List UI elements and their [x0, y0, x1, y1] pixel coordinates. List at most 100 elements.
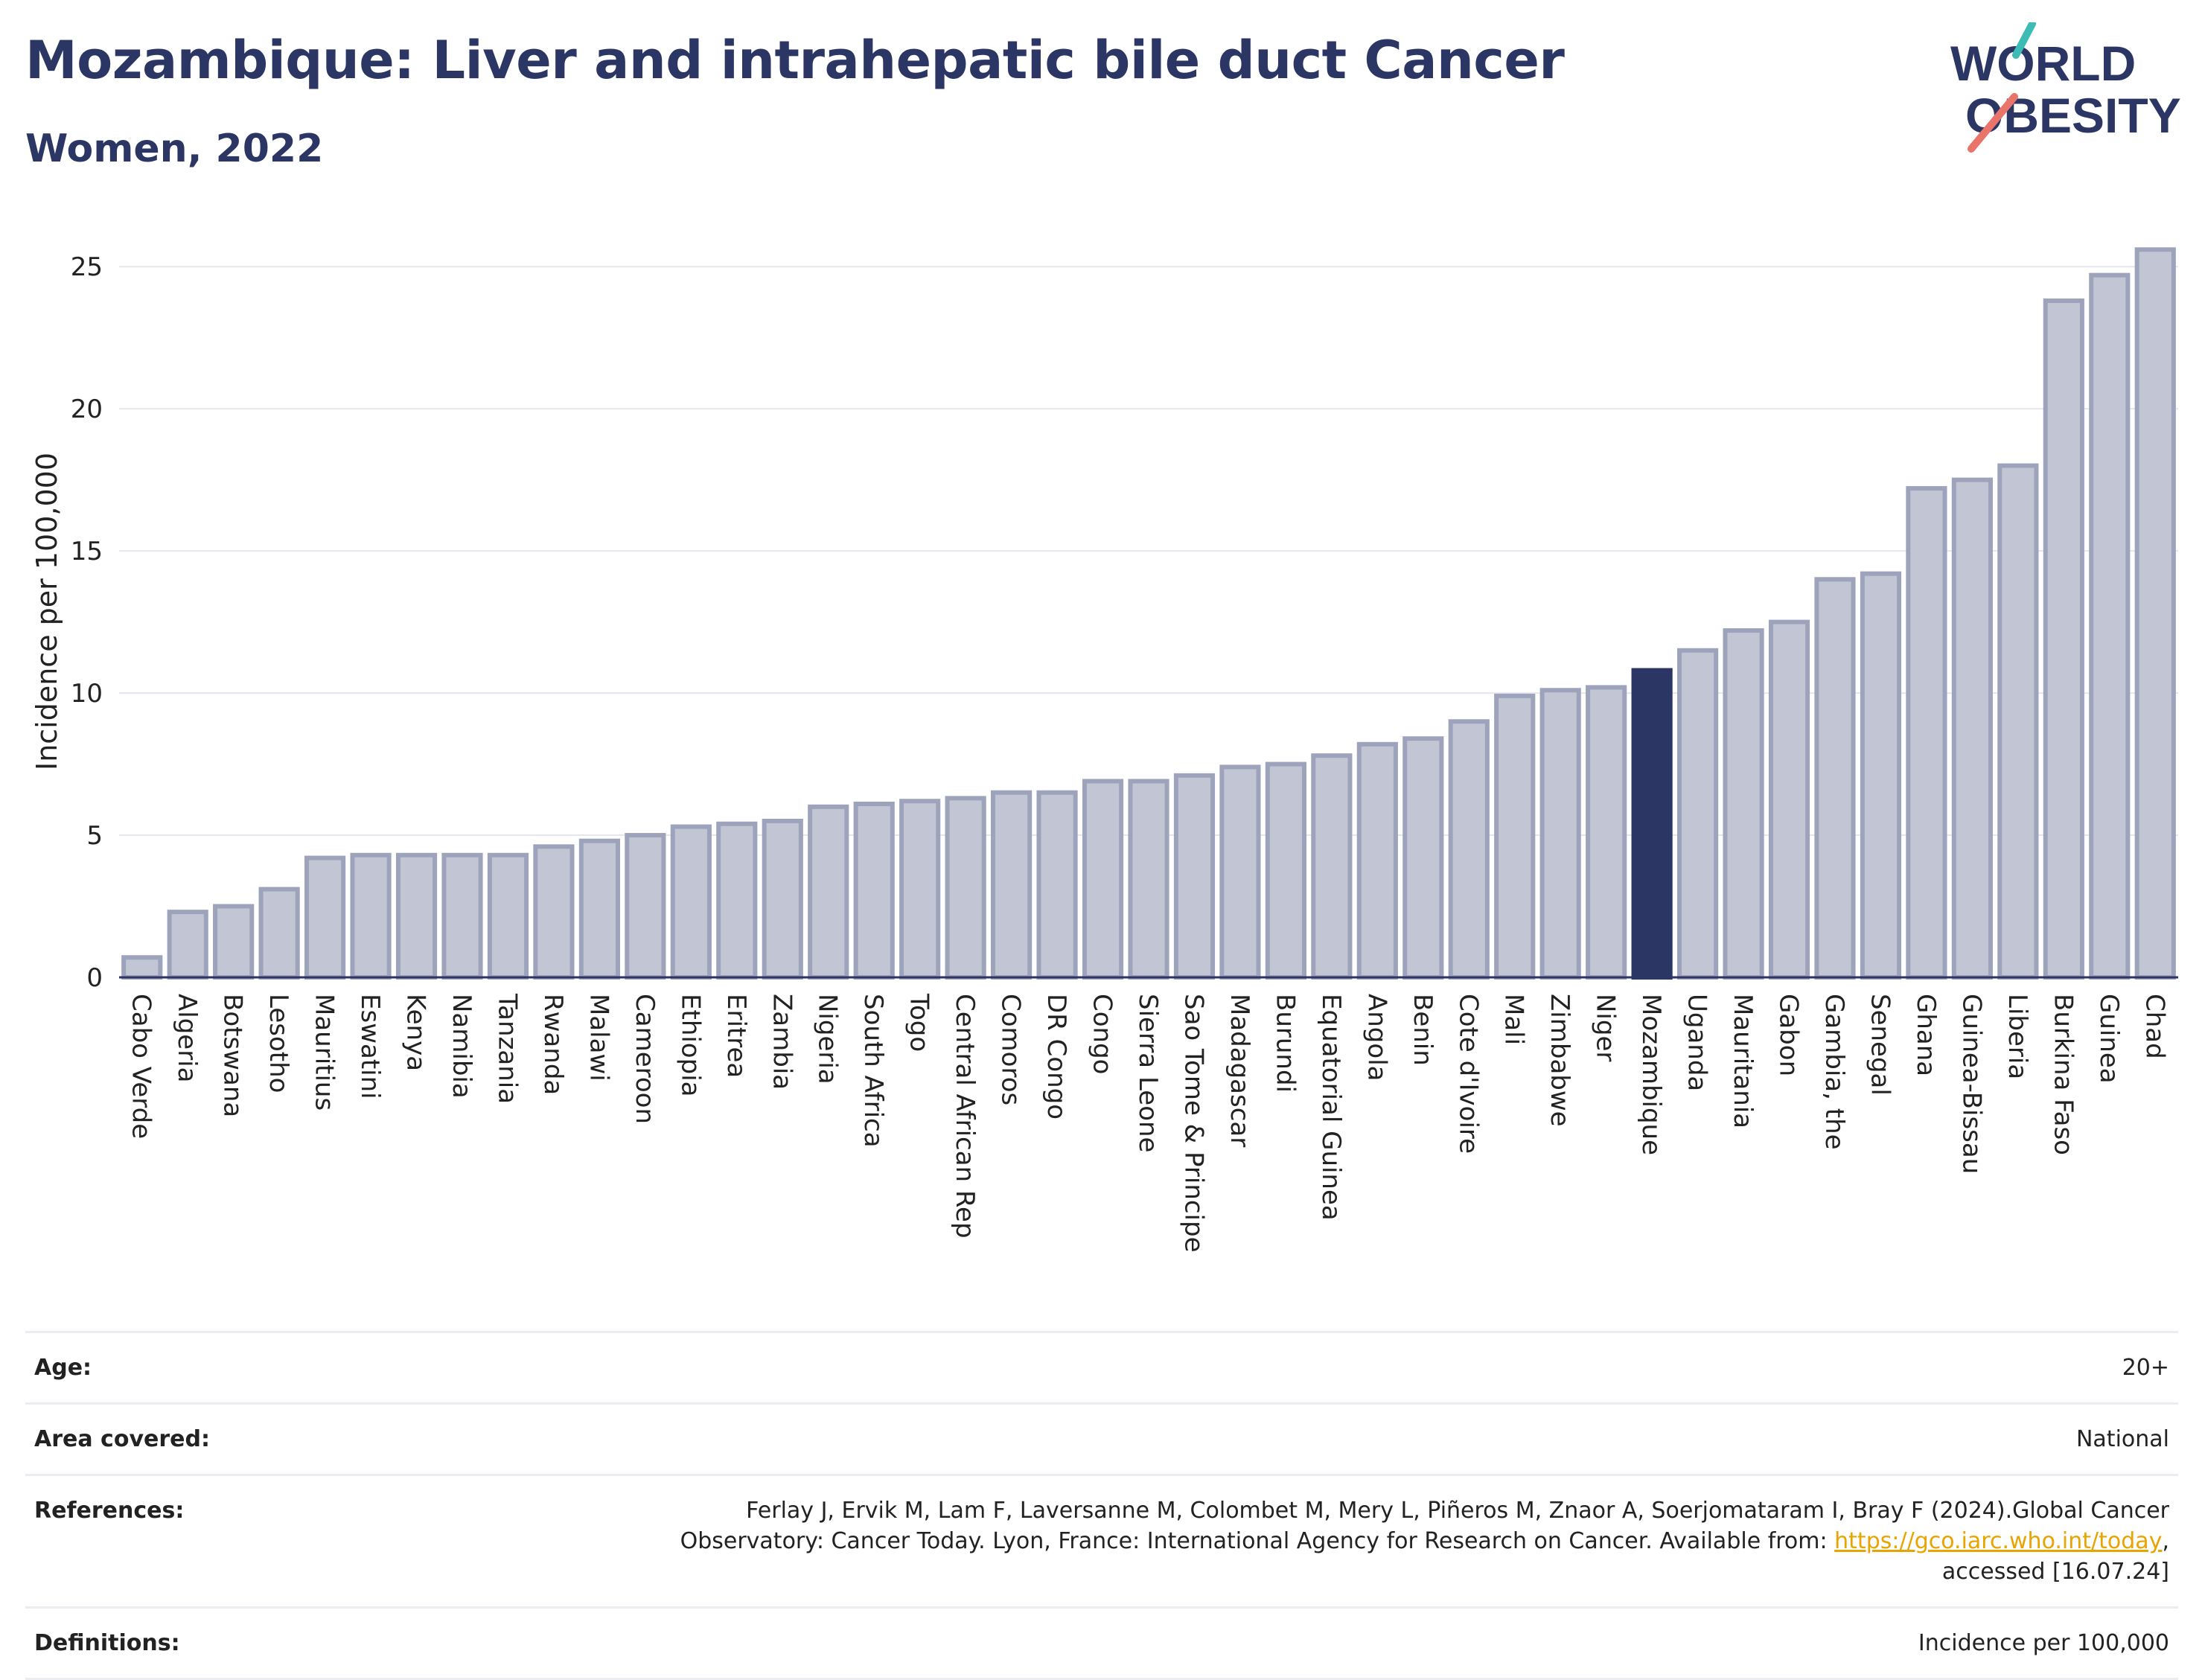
- bar-dr-congo: [1036, 790, 1078, 980]
- x-tick-label: Benin: [1408, 994, 1437, 1066]
- bar-uganda: [1677, 648, 1719, 980]
- x-tick-label: Sierra Leone: [1133, 994, 1163, 1152]
- y-tick-label: 20: [71, 395, 103, 424]
- bar-gambia-the: [1814, 577, 1856, 980]
- meta-row-area: Area covered: National: [25, 1402, 2178, 1474]
- meta-area-label: Area covered:: [34, 1426, 210, 1452]
- x-tick-label: Guinea: [2094, 994, 2124, 1084]
- x-tick-label: Ghana: [1911, 994, 1941, 1076]
- x-tick-label: Cabo Verde: [127, 994, 156, 1139]
- x-tick-label: Mauritius: [310, 994, 339, 1111]
- x-tick-label: Zimbabwe: [1545, 994, 1574, 1127]
- logo-text-line1: WORLD: [1950, 36, 2136, 91]
- meta-age-label: Age:: [34, 1355, 92, 1381]
- x-tick-label: Kenya: [401, 994, 431, 1071]
- bar-sao-tome-principe: [1173, 773, 1216, 980]
- meta-definitions-value: Incidence per 100,000: [1918, 1630, 2169, 1656]
- x-tick-label: Equatorial Guinea: [1316, 994, 1346, 1221]
- x-tick-label: Central African Rep: [950, 994, 980, 1239]
- x-tick-label: Eswatini: [355, 994, 385, 1099]
- bar-chad: [2134, 247, 2176, 980]
- bar-algeria: [167, 910, 208, 980]
- x-tick-label: Gambia, the: [1819, 994, 1849, 1150]
- page-subtitle: Women, 2022: [25, 127, 324, 171]
- x-tick-label: Namibia: [447, 994, 476, 1099]
- meta-age-value: 20+: [2122, 1355, 2169, 1381]
- x-tick-label: Niger: [1591, 994, 1621, 1061]
- x-tick-label: Mozambique: [1636, 994, 1666, 1155]
- bar-south-africa: [853, 802, 895, 980]
- y-tick-label: 25: [71, 252, 103, 282]
- world-obesity-logo: WORLD OBESITY: [1950, 22, 2181, 153]
- references-text: Ferlay J, Ervik M, Lam F, Laversanne M, …: [680, 1498, 2169, 1554]
- y-tick-label: 15: [71, 537, 103, 566]
- bar-namibia: [441, 852, 483, 980]
- bar-mauritius: [304, 855, 346, 980]
- x-tick-label: Eritrea: [721, 994, 751, 1078]
- x-tick-label: Ethiopia: [675, 994, 705, 1096]
- x-tick-label: Algeria: [172, 994, 202, 1082]
- bar-burkina-faso: [2043, 298, 2084, 980]
- y-tick-label: 10: [71, 679, 103, 709]
- bar-angola: [1356, 741, 1398, 980]
- bar-rwanda: [533, 844, 575, 980]
- x-tick-label: Mauritania: [1728, 994, 1758, 1128]
- x-tick-label: Guinea-Bissau: [1956, 994, 1986, 1174]
- bar-chart: 0 5 10 15 20 25 Incidence per 100,000 Cabo Verd…: [31, 247, 2178, 1253]
- y-axis-label: Incidence per 100,000: [31, 453, 63, 770]
- y-tick-label: 5: [86, 821, 103, 851]
- x-tick-label: Congo: [1088, 994, 1117, 1074]
- bar-equatorial-guinea: [1311, 753, 1353, 980]
- bar-eswatini: [350, 852, 392, 980]
- bar-cabo-verde: [121, 955, 163, 980]
- x-tick-label: Angola: [1362, 994, 1391, 1081]
- x-tick-label: Sao Tome & Principe: [1178, 994, 1208, 1253]
- bar-zimbabwe: [1539, 688, 1581, 980]
- bar-burundi: [1265, 761, 1306, 980]
- x-tick-label: Botswana: [218, 994, 248, 1117]
- x-tick-label: Burundi: [1270, 994, 1300, 1093]
- bar-ghana: [1906, 486, 1947, 980]
- x-tick-label: Lesotho: [264, 994, 293, 1093]
- bar-benin: [1402, 736, 1444, 980]
- x-tick-label: Cameroon: [630, 994, 660, 1124]
- bar-botswana: [213, 904, 255, 980]
- bar-guinea: [2089, 272, 2131, 980]
- bar-lesotho: [258, 887, 300, 980]
- page-title: Mozambique: Liver and intrahepatic bile …: [25, 30, 1565, 91]
- bar-senegal: [1860, 571, 1902, 980]
- bar-malawi: [578, 838, 620, 980]
- x-tick-label: South Africa: [858, 994, 888, 1148]
- bar-togo: [899, 799, 941, 980]
- meta-references-value: Ferlay J, Ervik M, Lam F, Laversanne M, …: [643, 1495, 2169, 1587]
- bar-zambia: [762, 818, 803, 980]
- bar-tanzania: [487, 852, 529, 980]
- bar-madagascar: [1219, 764, 1261, 980]
- x-tick-label: Cote d'Ivoire: [1453, 994, 1483, 1154]
- x-tick-label: Malawi: [584, 994, 613, 1082]
- bar-nigeria: [808, 804, 849, 980]
- bar-comoros: [991, 790, 1033, 980]
- bar-cameroon: [625, 833, 666, 980]
- bar-ethiopia: [670, 824, 712, 980]
- bar-guinea-bissau: [1951, 477, 1993, 980]
- x-tick-label: Chad: [2139, 994, 2169, 1059]
- meta-definitions-label: Definitions:: [34, 1630, 180, 1656]
- bar-cote-d-ivoire: [1448, 719, 1490, 980]
- bar-mozambique: [1631, 668, 1673, 980]
- bar-congo: [1082, 779, 1124, 980]
- x-tick-label: Liberia: [2002, 994, 2032, 1079]
- bar-central-african-rep: [945, 796, 986, 980]
- logo-accent-teal: [2012, 22, 2036, 59]
- bar-mauritania: [1723, 628, 1764, 980]
- references-link[interactable]: https://gco.iarc.who.int/today: [1834, 1528, 2163, 1554]
- meta-row-definitions: Definitions: Incidence per 100,000: [25, 1606, 2178, 1680]
- metadata-table: Age: 20+ Area covered: National Referenc…: [25, 1331, 2178, 1680]
- x-tick-label: Mali: [1499, 994, 1529, 1045]
- bar-mali: [1494, 693, 1536, 980]
- references-tail: , accessed [16.07.24]: [1941, 1528, 2169, 1585]
- logo-accent-coral: [1968, 93, 2018, 153]
- bar-liberia: [1997, 463, 2039, 980]
- x-tick-label: Gabon: [1774, 994, 1804, 1076]
- x-tick-label: Senegal: [1865, 994, 1895, 1096]
